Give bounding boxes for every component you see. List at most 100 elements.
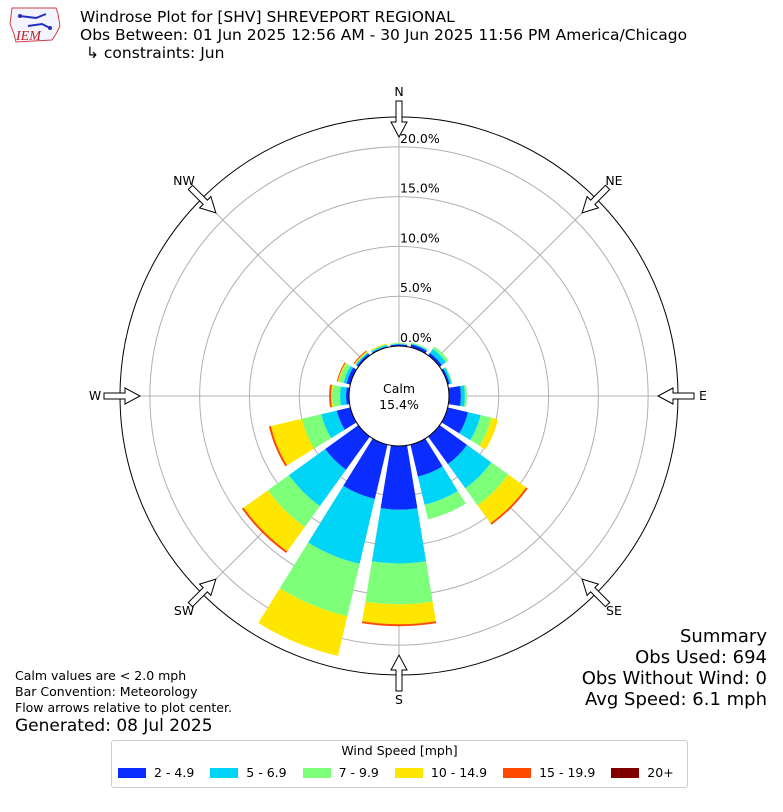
radial-tick-labels: 0.0% 5.0% 10.0% 15.0% 20.0% xyxy=(400,131,440,345)
compass-W: W xyxy=(89,388,101,403)
radial-tick-3: 15.0% xyxy=(400,181,440,196)
bar-SW-4 xyxy=(241,507,288,554)
note-flow-arrows: Flow arrows relative to plot center. xyxy=(15,700,232,715)
bar-NE-2 xyxy=(432,346,449,363)
bar-NW-4 xyxy=(353,350,367,364)
bar-NNE-1 xyxy=(411,343,428,351)
legend-swatch-1 xyxy=(210,767,239,778)
bar-SSE-0 xyxy=(410,438,443,477)
bar-NE-1 xyxy=(429,348,447,366)
bar-WSW-2 xyxy=(301,414,332,449)
flow-arrow-S xyxy=(390,653,408,692)
bar-W-2 xyxy=(332,385,341,407)
bar-W-3 xyxy=(331,385,333,407)
bar-NNW-2 xyxy=(371,344,388,352)
bar-SW-3 xyxy=(243,490,305,552)
generated-date: Generated: 08 Jul 2025 xyxy=(15,716,213,736)
bar-N-2 xyxy=(390,343,408,345)
legend-swatch-2 xyxy=(302,767,331,778)
bar-S-4 xyxy=(361,621,437,627)
flow-arrow-NE xyxy=(581,184,611,214)
bar-NNE-0 xyxy=(410,344,427,354)
bar-ENE-2 xyxy=(444,367,453,384)
compass-SW: SW xyxy=(174,603,194,618)
bar-WNW-4 xyxy=(336,362,346,382)
bar-WSW-1 xyxy=(321,410,345,439)
bar-W-4 xyxy=(329,384,332,408)
legend-item-3: 10 - 14.9 xyxy=(394,765,487,780)
bar-S-2 xyxy=(365,561,433,605)
bar-NW-2 xyxy=(355,352,368,365)
legend-label-5: 20+ xyxy=(647,765,674,780)
bar-SE-0 xyxy=(428,425,468,465)
summary-obs-used: Obs Used: 694 xyxy=(635,647,767,668)
bar-SSE-2 xyxy=(424,490,466,520)
bar-SE-1 xyxy=(447,444,492,489)
calm-label: Calm xyxy=(383,381,415,396)
bar-ESE-1 xyxy=(459,412,481,441)
bar-WNW-1 xyxy=(343,365,354,384)
bar-NNE-2 xyxy=(411,342,428,351)
bar-WNW-2 xyxy=(338,363,351,383)
legend: Wind Speed [mph] 2 - 4.9 5 - 6.9 7 - 9.9 10… xyxy=(111,740,688,788)
bar-E-0 xyxy=(448,385,461,407)
legend-label-0: 2 - 4.9 xyxy=(154,765,195,780)
bar-N-1 xyxy=(390,344,408,346)
bar-WNW-3 xyxy=(337,362,347,382)
compass-NE: NE xyxy=(605,173,622,188)
summary-avg-speed: Avg Speed: 6.1 mph xyxy=(585,689,767,710)
constraints: ↳ constraints: Jun xyxy=(86,44,225,62)
compass-N: N xyxy=(394,84,403,99)
radial-tick-1: 5.0% xyxy=(400,280,432,295)
compass-S: S xyxy=(395,692,403,707)
bar-SSE-1 xyxy=(417,466,458,505)
bar-ESE-2 xyxy=(470,415,492,446)
iem-logo: IEM xyxy=(6,4,64,48)
note-calm: Calm values are < 2.0 mph xyxy=(15,668,187,683)
note-bar-convention: Bar Convention: Meteorology xyxy=(15,684,198,699)
bar-S-1 xyxy=(371,508,427,564)
bar-NNW-1 xyxy=(371,344,388,353)
compass-NW: NW xyxy=(173,173,195,188)
calm-circle xyxy=(348,345,450,447)
bar-SE-4 xyxy=(490,487,528,525)
radial-tick-4: 20.0% xyxy=(400,131,440,146)
flow-arrow-N xyxy=(390,100,408,139)
bar-NW-1 xyxy=(355,352,369,366)
bar-SSW-0 xyxy=(343,438,388,499)
bar-SSW-1 xyxy=(308,485,375,564)
logo-text: IEM xyxy=(15,29,42,44)
bar-ENE-1 xyxy=(443,367,452,385)
bar-WNW-0 xyxy=(346,367,357,385)
flow-arrow-E xyxy=(656,387,695,405)
chart-title: Windrose Plot for [SHV] SHREVEPORT REGIO… xyxy=(80,8,455,26)
bar-W-1 xyxy=(340,386,347,406)
legend-swatch-5 xyxy=(611,767,640,778)
legend-label-2: 7 - 9.9 xyxy=(338,765,379,780)
flow-arrow-NW xyxy=(187,184,217,214)
legend-item-2: 7 - 9.9 xyxy=(302,765,379,780)
radial-tick-2: 10.0% xyxy=(400,230,440,245)
bar-SW-1 xyxy=(288,448,347,507)
flow-arrows xyxy=(103,100,695,692)
bar-WSW-3 xyxy=(270,418,315,466)
bar-SW-0 xyxy=(325,425,370,470)
flow-arrow-W xyxy=(103,387,142,405)
legend-title: Wind Speed [mph] xyxy=(341,743,458,758)
legend-label-1: 5 - 6.9 xyxy=(246,765,287,780)
windrose-bars xyxy=(241,342,528,656)
legend-label-4: 15 - 19.9 xyxy=(539,765,596,780)
bar-SSW-2 xyxy=(279,542,360,617)
compass-SE: SE xyxy=(606,603,622,618)
grid-spoke-NE xyxy=(434,198,597,361)
bar-E-1 xyxy=(460,385,465,407)
legend-items: 2 - 4.9 5 - 6.9 7 - 9.9 10 - 14.9 15 - 19.9 2… xyxy=(118,765,690,780)
legend-item-1: 5 - 6.9 xyxy=(210,765,287,780)
bar-NE-0 xyxy=(428,352,443,367)
bar-NNW-3 xyxy=(370,343,387,351)
summary-title: Summary xyxy=(680,626,767,647)
summary-obs-without-wind: Obs Without Wind: 0 xyxy=(581,668,767,689)
legend-item-5: 20+ xyxy=(611,765,674,780)
bar-E-2 xyxy=(464,385,467,407)
